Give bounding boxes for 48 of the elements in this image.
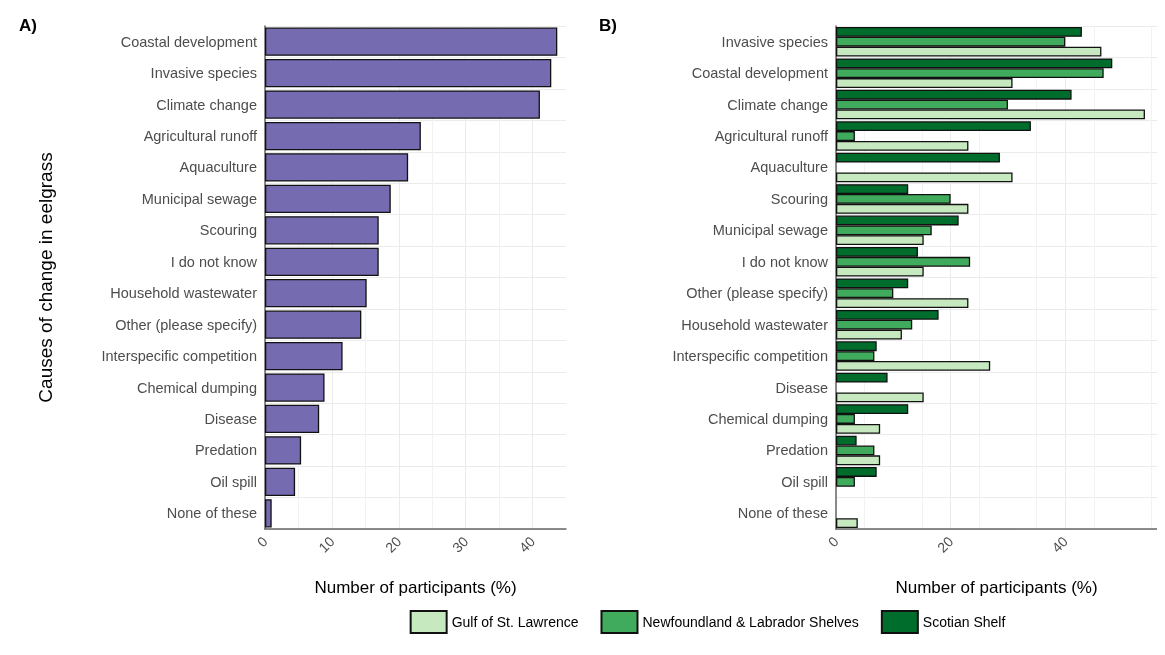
y-tick-label: Invasive species	[150, 65, 257, 82]
y-tick-label: Aquaculture	[179, 159, 257, 176]
y-tick-label: Municipal sewage	[712, 222, 828, 239]
y-tick-label: Interspecific competition	[101, 348, 257, 365]
y-tick-label: Disease	[204, 410, 257, 427]
y-tick-label: Household wastewater	[681, 316, 829, 333]
x-tick-label: 40	[1048, 533, 1072, 556]
y-tick-label: Climate change	[156, 96, 257, 113]
x-tick-label: 0	[253, 533, 271, 551]
y-axis-title: Causes of change in eelgrass	[35, 152, 56, 403]
x-tick-label: 40	[515, 533, 539, 556]
x-axis-title: Number of participants (%)	[314, 578, 517, 597]
y-tick-label: Coastal development	[120, 33, 257, 50]
y-tick-label: Municipal sewage	[141, 190, 257, 207]
y-tick-label: Chemical dumping	[707, 410, 828, 427]
y-tick-label: Other (please specify)	[686, 285, 828, 302]
y-tick-label: Predation	[765, 442, 828, 459]
x-tick-label: 10	[315, 533, 338, 556]
y-tick-label: Agricultural runoff	[714, 128, 829, 145]
y-tick-label: None of these	[737, 505, 828, 522]
legend-label: Scotian Shelf	[922, 614, 1006, 630]
y-tick-label: Chemical dumping	[136, 379, 257, 396]
x-tick-label: 20	[933, 533, 957, 556]
text: B)	[599, 16, 617, 35]
x-tick-label: 30	[449, 533, 472, 556]
y-tick-label: Oil spill	[781, 473, 828, 490]
y-tick-label: Invasive species	[721, 33, 828, 50]
y-tick-label: Household wastewater	[110, 285, 258, 302]
y-tick-label: Other (please specify)	[115, 316, 257, 333]
text: A)	[19, 16, 37, 35]
y-tick-label: Agricultural runoff	[143, 128, 258, 145]
legend-label: Newfoundland & Labrador Shelves	[642, 614, 859, 630]
y-tick-label: I do not know	[170, 253, 258, 270]
y-tick-label: Climate change	[727, 96, 828, 113]
y-tick-label: Aquaculture	[750, 159, 828, 176]
x-axis-title: Number of participants (%)	[895, 578, 1098, 597]
y-tick-label: None of these	[166, 505, 257, 522]
y-tick-label: Oil spill	[210, 473, 257, 490]
y-tick-label: Scouring	[199, 222, 257, 239]
y-tick-label: Scouring	[770, 190, 828, 207]
x-tick-label: 20	[382, 533, 405, 556]
x-tick-label: 0	[824, 533, 842, 551]
y-tick-label: Interspecific competition	[672, 348, 828, 365]
y-tick-label: I do not know	[741, 253, 829, 270]
legend-label: Gulf of St. Lawrence	[451, 614, 579, 630]
y-tick-label: Coastal development	[691, 65, 828, 82]
y-tick-label: Predation	[194, 442, 257, 459]
y-tick-label: Disease	[775, 379, 828, 396]
